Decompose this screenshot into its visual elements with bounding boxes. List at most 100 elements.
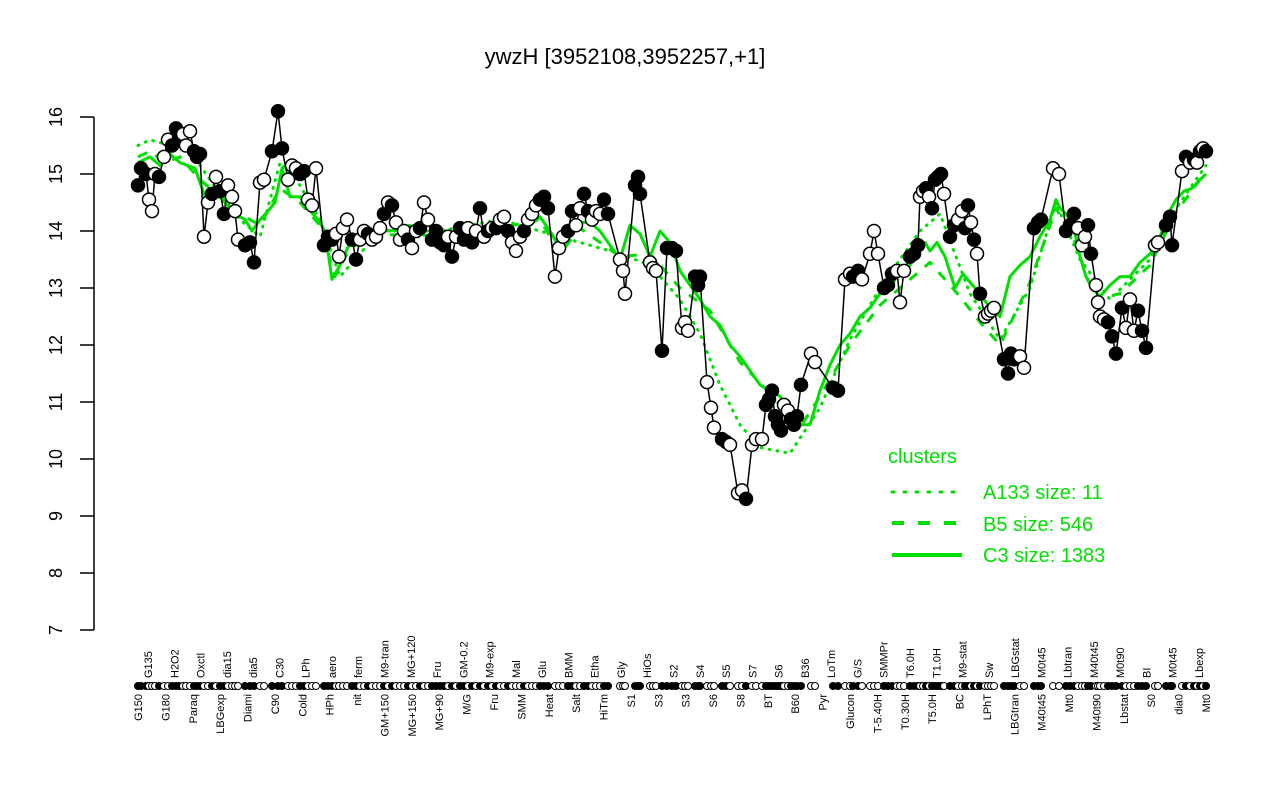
x-tick-label: LBGtran bbox=[1009, 694, 1021, 735]
data-point bbox=[1000, 366, 1016, 381]
x-tick-label: M9-stat bbox=[958, 641, 970, 678]
x-tick-label: B36 bbox=[800, 658, 812, 678]
x-tick-label: M0t90 bbox=[1115, 647, 1127, 678]
data-point bbox=[632, 186, 648, 202]
y-axis: 7 8 9 10 11 12 13 14 15 16 bbox=[46, 107, 95, 635]
x-tick-label: G135 bbox=[143, 651, 155, 678]
legend-entry-b5: B5 size: 546 bbox=[983, 514, 1093, 536]
data-point bbox=[1033, 212, 1049, 227]
data-point bbox=[1162, 209, 1178, 225]
data-point bbox=[699, 374, 715, 390]
data-point bbox=[384, 198, 400, 213]
x-tick-label: LPhT bbox=[982, 694, 994, 721]
data-point bbox=[568, 218, 584, 233]
x-tick-label: ferm bbox=[353, 656, 365, 678]
data-point bbox=[1198, 143, 1214, 159]
data-point bbox=[972, 286, 988, 301]
data-point bbox=[1164, 238, 1180, 253]
x-tick-label: dia15 bbox=[222, 651, 234, 678]
data-point bbox=[706, 420, 722, 435]
data-point bbox=[617, 286, 633, 301]
data-point bbox=[1051, 166, 1067, 182]
x-tick-label: C30 bbox=[274, 658, 286, 678]
expression-series bbox=[130, 104, 1214, 507]
x-tick-label: BMM bbox=[563, 652, 575, 678]
data-point bbox=[596, 192, 612, 207]
x-tick-label: Etha bbox=[590, 654, 602, 678]
x-tick-label: S5 bbox=[721, 665, 733, 678]
x-tick-label: MG+90 bbox=[434, 694, 446, 730]
data-point bbox=[1130, 303, 1146, 319]
data-point bbox=[1134, 323, 1150, 339]
data-point bbox=[789, 409, 805, 424]
y-tick-label: 13 bbox=[46, 278, 66, 298]
data-point bbox=[680, 323, 696, 339]
x-tick-label: S3 bbox=[653, 694, 665, 707]
data-point bbox=[296, 163, 312, 179]
data-point bbox=[1066, 206, 1082, 222]
data-point bbox=[540, 200, 556, 216]
x-tick-label: G150 bbox=[133, 694, 145, 721]
data-point bbox=[1090, 295, 1106, 310]
data-point bbox=[738, 491, 754, 507]
data-point bbox=[692, 269, 708, 284]
x-tick-label: Mt0 bbox=[1201, 694, 1213, 712]
data-point bbox=[547, 269, 563, 284]
data-point bbox=[773, 423, 789, 438]
x-tick-label: Mt0 bbox=[1064, 694, 1076, 712]
legend: clusters A133 size: 11 B5 size: 546 C3 s… bbox=[888, 446, 1105, 567]
data-point bbox=[144, 203, 160, 219]
x-tick-label: BC bbox=[955, 694, 967, 709]
data-point bbox=[924, 200, 940, 216]
x-tick-label: G/S bbox=[852, 659, 864, 678]
data-point bbox=[1122, 292, 1138, 307]
data-point bbox=[130, 178, 146, 193]
x-tick-label: Glu bbox=[537, 661, 549, 678]
x-tick-label: M0t45 bbox=[1168, 647, 1180, 678]
x-tick-label: LPh bbox=[301, 658, 313, 678]
y-tick-label: 8 bbox=[46, 568, 66, 578]
x-tick-label: GM-0.2 bbox=[458, 641, 470, 678]
data-point bbox=[256, 172, 272, 187]
y-tick-label: 15 bbox=[46, 164, 66, 184]
data-point bbox=[654, 343, 670, 358]
data-point bbox=[969, 246, 985, 262]
x-tick-label: S3 bbox=[681, 694, 693, 707]
y-tick-label: 11 bbox=[46, 393, 66, 412]
x-tick-label: Paraq bbox=[188, 694, 200, 723]
data-point bbox=[854, 272, 870, 287]
x-tick-label: Cold bbox=[297, 694, 309, 717]
x-tick-label: S2 bbox=[669, 665, 681, 678]
y-tick-label: 14 bbox=[46, 221, 66, 241]
data-point bbox=[703, 400, 719, 415]
data-point bbox=[615, 263, 631, 279]
data-point bbox=[182, 124, 198, 139]
x-tick-label: Salt bbox=[571, 694, 583, 713]
data-point bbox=[722, 437, 738, 453]
data-point bbox=[1080, 218, 1096, 233]
data-point bbox=[1100, 314, 1116, 330]
x-tick-label: T6.0H bbox=[905, 648, 917, 678]
chart-title: ywzH [3952108,3952257,+1] bbox=[485, 44, 766, 69]
x-tick-label: M40t45 bbox=[1037, 694, 1049, 731]
legend-entry-c3: C3 size: 1383 bbox=[983, 545, 1105, 567]
x-tick-label: S4 bbox=[695, 665, 707, 678]
x-tick-label: G180 bbox=[160, 694, 172, 721]
y-tick-label: 10 bbox=[46, 449, 66, 469]
data-point bbox=[896, 263, 912, 279]
data-point bbox=[339, 212, 355, 227]
x-tick-label: LoTm bbox=[826, 650, 838, 678]
data-point bbox=[496, 209, 512, 225]
x-tick-label: Pyr bbox=[818, 694, 830, 711]
x-tick-label: S6 bbox=[708, 694, 720, 707]
data-point bbox=[648, 263, 664, 279]
x-tick-label: dia5 bbox=[248, 657, 260, 678]
data-point bbox=[1083, 246, 1099, 262]
x-tick-label: C90 bbox=[270, 694, 282, 714]
data-point bbox=[280, 172, 296, 187]
data-point bbox=[1108, 346, 1124, 361]
legend-title: clusters bbox=[888, 446, 957, 468]
data-point bbox=[963, 215, 979, 230]
data-point bbox=[224, 189, 240, 205]
data-point bbox=[1104, 329, 1120, 344]
